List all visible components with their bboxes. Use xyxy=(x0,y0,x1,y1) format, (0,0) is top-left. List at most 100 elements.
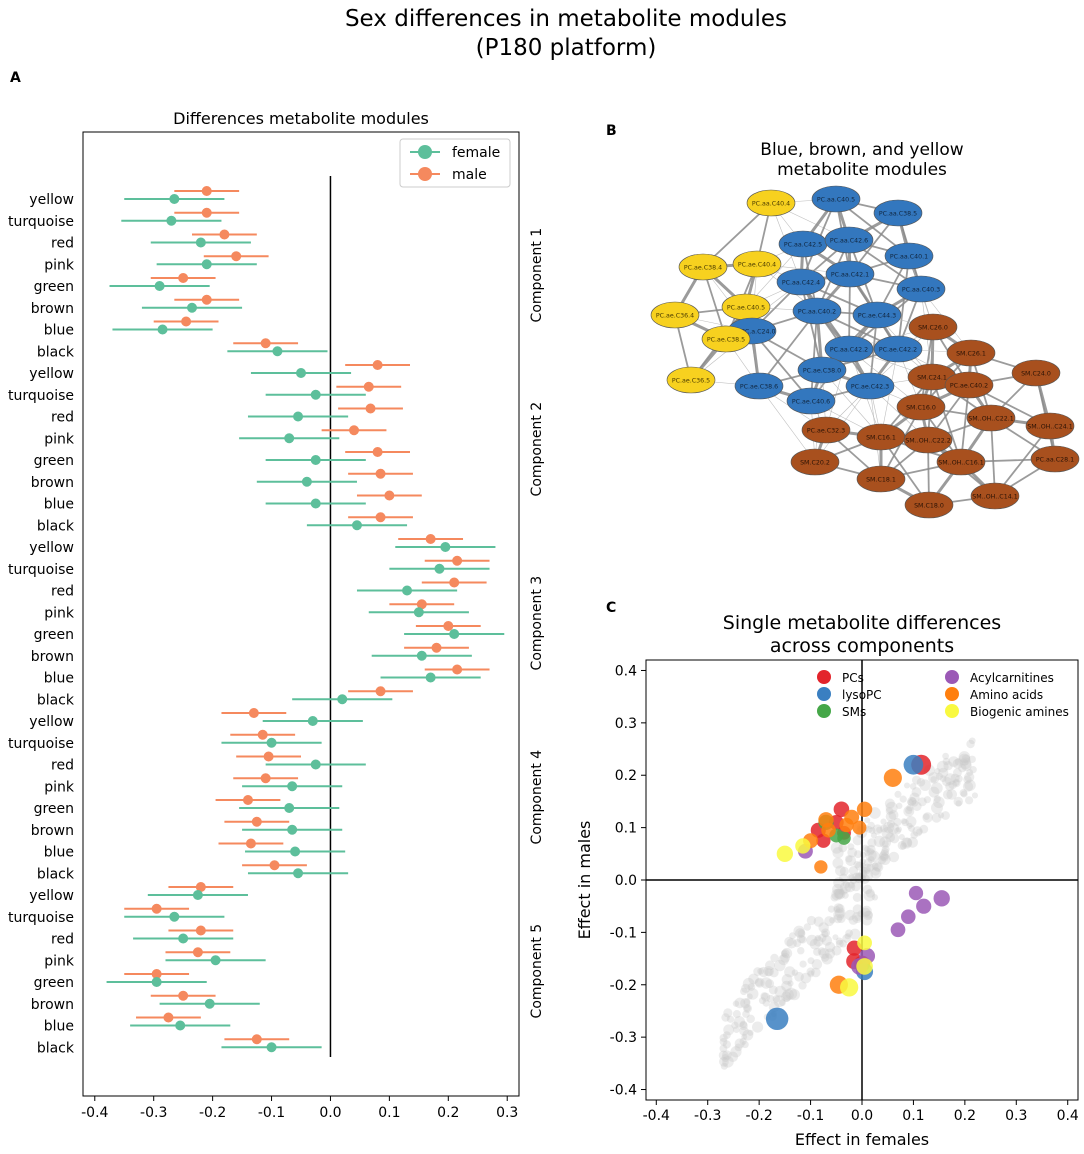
background-point xyxy=(868,827,876,834)
background-point xyxy=(909,792,920,803)
network-node-label: SM.C16.1 xyxy=(866,435,896,442)
background-point xyxy=(833,914,843,924)
scatter-point xyxy=(856,801,873,817)
scatter-point xyxy=(933,890,950,907)
legend-female-marker xyxy=(418,145,432,159)
background-point xyxy=(782,989,794,1001)
background-point xyxy=(766,994,775,1003)
male-point xyxy=(452,664,463,675)
background-point xyxy=(833,888,844,899)
background-point xyxy=(832,847,844,859)
background-point xyxy=(723,1031,731,1040)
background-point xyxy=(849,928,861,940)
male-point xyxy=(452,555,463,566)
scatter-point xyxy=(852,820,867,835)
forest-plot-frame xyxy=(82,131,520,1097)
network-node-label: PC.ae.C40.6 xyxy=(792,399,830,406)
background-point xyxy=(887,822,900,835)
background-point xyxy=(747,1029,754,1036)
forest-row-label: green xyxy=(34,975,74,991)
male-point xyxy=(375,512,386,523)
forest-row-label: green xyxy=(34,627,74,643)
background-point xyxy=(821,953,833,965)
background-point xyxy=(959,757,972,770)
background-point xyxy=(768,985,778,995)
network-node xyxy=(1011,359,1061,387)
background-point xyxy=(845,855,853,863)
background-point xyxy=(876,826,883,833)
background-point xyxy=(885,832,896,843)
scatter-x-label: Effect in females xyxy=(795,1130,929,1149)
background-point xyxy=(863,866,871,875)
background-point xyxy=(830,893,839,902)
scatter-x-tick-label: 0.0 xyxy=(851,1108,873,1124)
network-node xyxy=(966,404,1016,432)
forest-row-label: green xyxy=(34,453,74,469)
background-point xyxy=(868,850,880,862)
forest-row-label: red xyxy=(51,932,74,948)
network-node-label: PC.aa.C42.6 xyxy=(830,238,868,245)
background-point xyxy=(798,981,807,990)
background-point xyxy=(754,977,765,988)
background-point xyxy=(862,884,873,895)
background-point xyxy=(718,1050,729,1061)
background-point xyxy=(889,833,900,844)
network-node-label: PC.ae.C42.2 xyxy=(879,347,917,354)
background-point xyxy=(934,768,941,775)
forest-x-tick-label: -0.1 xyxy=(258,1105,285,1121)
female-point xyxy=(204,998,215,1009)
scatter-point xyxy=(795,838,811,854)
legend-pcs-label: PCs xyxy=(842,671,864,685)
network-node-label: PC.ae.C44.3 xyxy=(858,313,896,320)
network-node-label: PC.aa.C28.1 xyxy=(1036,457,1074,464)
background-point xyxy=(781,950,788,957)
female-point xyxy=(434,563,445,574)
background-point xyxy=(746,993,753,1000)
legend-amino-acids-marker xyxy=(945,687,959,701)
background-point xyxy=(907,836,918,848)
background-point xyxy=(806,967,815,976)
scatter-x-tick-label: 0.4 xyxy=(1057,1108,1079,1124)
network-node xyxy=(824,226,874,254)
network-nodes: PC.aa.C40.4 PC.aa.C40.5 PC.aa.C38.5 PC.aa.C… xyxy=(650,185,1080,519)
network-node xyxy=(650,301,700,329)
background-point xyxy=(923,796,931,804)
background-point xyxy=(762,999,770,1007)
background-point xyxy=(786,938,797,949)
legend-lysopc-label: lysoPC xyxy=(842,688,882,702)
female-point xyxy=(151,977,162,987)
female-point xyxy=(310,389,321,400)
network-node xyxy=(903,426,953,454)
background-point xyxy=(911,799,919,807)
background-point xyxy=(839,887,848,895)
background-point xyxy=(872,824,883,835)
network-node xyxy=(732,250,782,278)
background-point xyxy=(955,775,963,783)
background-point xyxy=(953,796,964,807)
scatter-point xyxy=(857,935,872,951)
background-point xyxy=(867,821,875,830)
background-point xyxy=(813,947,822,956)
background-point xyxy=(971,792,979,799)
background-point xyxy=(963,775,972,784)
background-point xyxy=(870,867,882,879)
background-point xyxy=(761,992,771,1002)
background-point xyxy=(894,790,902,798)
forest-row-label: turquoise xyxy=(8,388,74,404)
forest-row-label: black xyxy=(37,692,75,708)
background-point xyxy=(867,855,875,863)
background-point xyxy=(784,966,796,978)
scatter-point xyxy=(883,768,902,787)
male-point xyxy=(372,447,383,457)
background-point xyxy=(742,977,755,990)
network-node-label: PC.aa.C40.4 xyxy=(752,201,790,208)
forest-row-label: blue xyxy=(44,323,74,339)
female-point xyxy=(310,498,321,509)
background-point xyxy=(900,818,907,825)
network-edge xyxy=(931,376,962,463)
background-point xyxy=(964,772,975,783)
forest-row-label: turquoise xyxy=(8,736,74,752)
panel-label-a: A xyxy=(10,70,21,86)
female-point xyxy=(290,846,301,857)
forest-row-label: turquoise xyxy=(8,214,74,230)
